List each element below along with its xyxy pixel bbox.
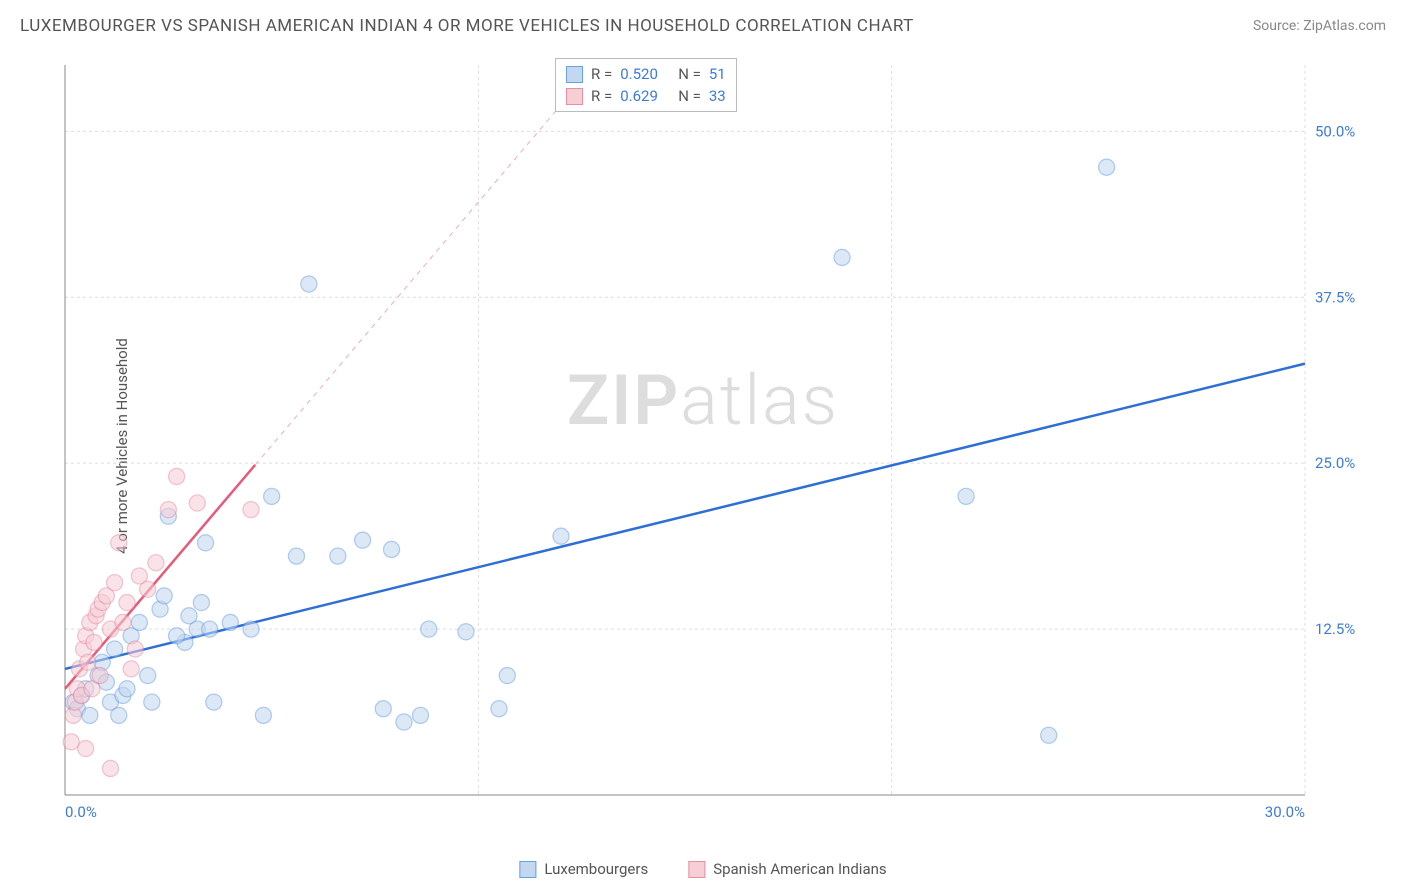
legend-label: Luxembourgers	[544, 860, 648, 878]
n-label: N =	[678, 87, 701, 105]
source-prefix: Source:	[1253, 18, 1303, 34]
legend-label: Spanish American Indians	[713, 860, 886, 878]
r-label: R =	[591, 87, 612, 105]
swatch-icon	[566, 66, 583, 83]
swatch-icon	[519, 861, 536, 878]
chart-area: 12.5% 25.0% 37.5% 50.0% 0.0% 30.0%	[55, 55, 1375, 835]
n-value: 51	[709, 65, 726, 83]
y-tick-label: 37.5%	[1315, 288, 1355, 306]
x-tick-label: 30.0%	[1265, 803, 1305, 821]
stats-row: R = 0.629 N = 33	[566, 85, 726, 107]
stats-legend: R = 0.520 N = 51 R = 0.629 N = 33	[555, 58, 737, 112]
y-tick-label: 25.0%	[1315, 454, 1355, 472]
r-label: R =	[591, 65, 612, 83]
swatch-icon	[688, 861, 705, 878]
chart-title: LUXEMBOURGER VS SPANISH AMERICAN INDIAN …	[20, 16, 914, 36]
y-tick-label: 50.0%	[1315, 122, 1355, 140]
n-value: 33	[709, 87, 726, 105]
stats-row: R = 0.520 N = 51	[566, 63, 726, 85]
legend-item: Luxembourgers	[519, 860, 648, 878]
r-value: 0.629	[620, 87, 670, 105]
series-legend: Luxembourgers Spanish American Indians	[519, 860, 886, 878]
y-tick-label: 12.5%	[1315, 620, 1355, 638]
legend-item: Spanish American Indians	[688, 860, 886, 878]
source-label: Source: ZipAtlas.com	[1253, 18, 1386, 34]
scatter-chart: 12.5% 25.0% 37.5% 50.0% 0.0% 30.0%	[55, 55, 1375, 835]
n-label: N =	[678, 65, 701, 83]
x-tick-label: 0.0%	[65, 803, 97, 821]
r-value: 0.520	[620, 65, 670, 83]
swatch-icon	[566, 88, 583, 105]
source-name: ZipAtlas.com	[1303, 18, 1386, 34]
